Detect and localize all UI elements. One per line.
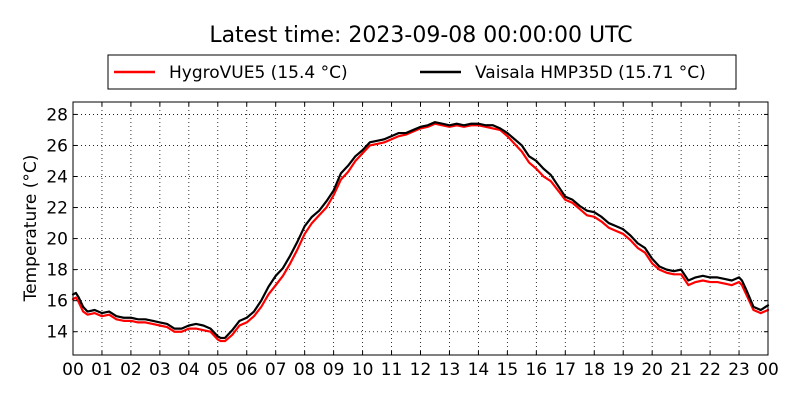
x-tick-label: 07 [265,360,287,380]
x-tick-label: 11 [381,360,403,380]
x-tick-label: 10 [352,360,374,380]
x-tick-label: 12 [410,360,432,380]
series-line-vaisala-hmp35d [71,121,770,340]
x-tick-label: 00 [62,360,84,380]
x-tick-label: 03 [149,360,171,380]
chart-title: Latest time: 2023-09-08 00:00:00 UTC [209,23,632,48]
x-tick-label: 09 [323,360,345,380]
x-tick-label: 19 [612,360,634,380]
series-layer [71,121,770,343]
y-tick-label: 26 [46,136,68,156]
series-line-hygrovue5 [71,122,770,343]
x-tick-label: 15 [497,360,519,380]
y-tick-label: 22 [46,199,68,219]
grid-layer [73,102,768,355]
y-tick-label: 18 [46,261,68,281]
x-tick-label: 22 [699,360,721,380]
x-tick-label: 21 [670,360,692,380]
x-tick-label: 23 [728,360,750,380]
x-tick-label: 02 [120,360,142,380]
y-tick-label: 24 [46,168,68,188]
x-tick-label: 04 [178,360,200,380]
tick-layer: 00 01 02 03 04 05 06 07 08 09 10 11 12 13 14 15 16 17 18 19… [46,102,779,380]
x-tick-label: 14 [468,360,490,380]
y-axis-label: Temperature (°C) [21,155,41,303]
y-tick-label: 14 [46,323,68,343]
y-tick-label: 28 [46,105,68,125]
x-tick-label: 16 [526,360,548,380]
y-tick-label: 16 [46,292,68,312]
legend-label: HygroVUE5 (15.4 °C) [169,63,348,83]
x-tick-label: 18 [583,360,605,380]
x-tick-label: 08 [294,360,316,380]
x-tick-label: 17 [554,360,576,380]
legend: HygroVUE5 (15.4 °C) Vaisala HMP35D (15.71… [107,54,737,90]
x-tick-label: 05 [207,360,229,380]
y-tick-label: 20 [46,230,68,250]
legend-label: Vaisala HMP35D (15.71 °C) [475,63,706,83]
x-tick-label: 20 [641,360,663,380]
x-tick-label: 01 [91,360,113,380]
x-tick-label: 00 [757,360,779,380]
x-tick-label: 13 [439,360,461,380]
x-tick-label: 06 [236,360,258,380]
plot-frame [72,101,769,356]
